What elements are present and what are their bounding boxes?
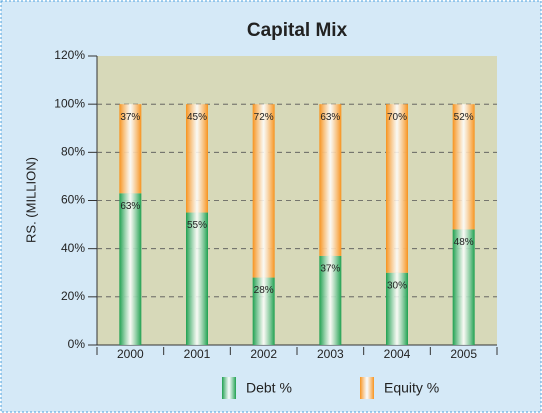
bar-segment [252, 277, 275, 345]
data-label: 70% [387, 112, 407, 123]
data-label: 72% [254, 112, 274, 123]
bar-segment [452, 104, 475, 230]
y-tick-label: 60% [61, 193, 85, 207]
y-tick-label: 40% [61, 241, 85, 255]
y-axis-label: RS. (MILLION) [23, 157, 38, 243]
bar-segment [252, 104, 275, 278]
data-label: 63% [320, 112, 340, 123]
data-label: 37% [120, 112, 140, 123]
legend-swatch [360, 377, 374, 399]
y-tick-label: 20% [61, 289, 85, 303]
data-label: 48% [454, 237, 474, 248]
chart-title: Capital Mix [247, 20, 348, 41]
y-tick-label: 100% [54, 96, 85, 110]
legend-label: Debt % [246, 380, 292, 396]
bar-segment [186, 104, 208, 213]
data-label: 52% [454, 112, 474, 123]
data-label: 63% [120, 201, 140, 212]
bar-segment [119, 104, 142, 194]
y-tick-label: 120% [54, 48, 85, 62]
x-tick-label: 2000 [117, 347, 144, 361]
bar-segment [386, 272, 408, 345]
bar-segment [319, 255, 342, 345]
bar-segment [119, 193, 142, 345]
legend-swatch [222, 377, 236, 399]
legend-label: Equity % [384, 380, 439, 396]
x-tick-label: 2003 [317, 347, 344, 361]
data-label: 45% [187, 112, 207, 123]
data-label: 37% [320, 264, 340, 275]
x-tick-label: 2005 [450, 347, 477, 361]
data-label: 55% [187, 220, 207, 231]
x-tick-label: 2004 [384, 347, 411, 361]
y-tick-label: 0% [68, 337, 86, 351]
bar-segment [452, 229, 475, 345]
x-tick-label: 2002 [250, 347, 277, 361]
bar-segment [386, 104, 408, 273]
bar-segment [186, 212, 208, 345]
y-tick-label: 80% [61, 145, 85, 159]
bar-segment [319, 104, 342, 256]
x-tick-label: 2001 [184, 347, 211, 361]
data-label: 28% [254, 285, 274, 296]
data-label: 30% [387, 280, 407, 291]
